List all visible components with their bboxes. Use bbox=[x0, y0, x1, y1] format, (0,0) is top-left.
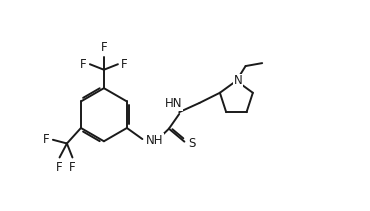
Text: NH: NH bbox=[146, 134, 164, 147]
Text: F: F bbox=[80, 58, 87, 71]
Text: N: N bbox=[234, 74, 243, 87]
Text: S: S bbox=[188, 137, 195, 150]
Text: F: F bbox=[101, 41, 107, 54]
Text: HN: HN bbox=[165, 97, 183, 110]
Text: F: F bbox=[69, 161, 76, 174]
Text: F: F bbox=[43, 133, 50, 146]
Text: F: F bbox=[56, 161, 63, 174]
Text: F: F bbox=[121, 58, 128, 71]
